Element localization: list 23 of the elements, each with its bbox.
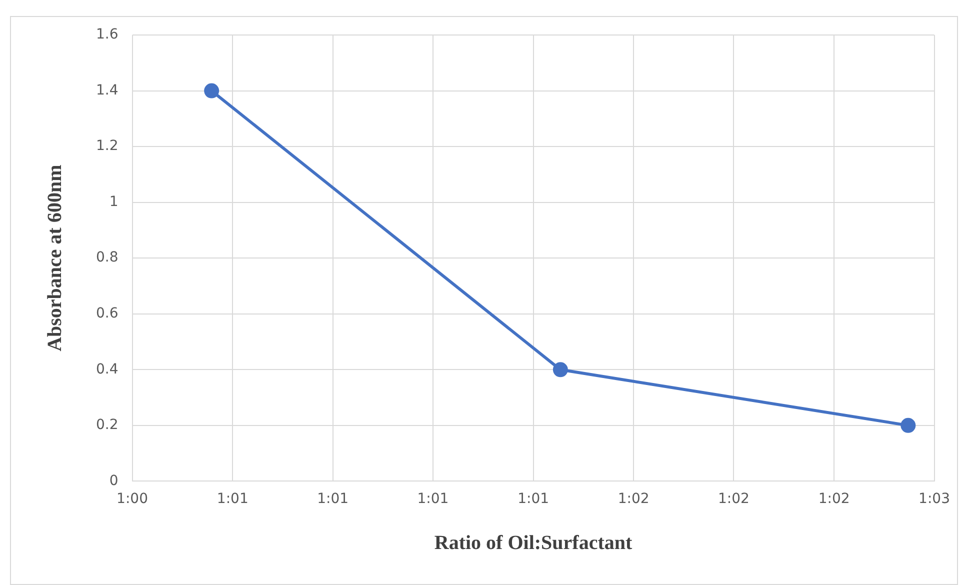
x-tick-label: 1:00 bbox=[116, 491, 148, 508]
x-tick-label: 1:01 bbox=[417, 491, 449, 508]
point bbox=[552, 362, 568, 378]
y-tick-label: 1.4 bbox=[96, 82, 118, 98]
x-tick-label: 1:01 bbox=[317, 491, 349, 508]
y-axis-title: Absorbance at 600nm bbox=[44, 164, 66, 352]
x-tick-label: 1:01 bbox=[216, 491, 248, 508]
x-tick-label: 1:01 bbox=[518, 491, 550, 508]
y-tick-label: 0.4 bbox=[96, 361, 118, 378]
point bbox=[900, 418, 916, 433]
x-tick-label: 1:02 bbox=[818, 491, 850, 508]
y-tick-label: 1.6 bbox=[96, 26, 118, 43]
y-tick-label: 1 bbox=[109, 194, 118, 210]
y-tick-label: 0 bbox=[109, 472, 118, 489]
y-tick-label: 0.8 bbox=[96, 250, 118, 266]
x-tick-label: 1:02 bbox=[718, 491, 750, 508]
y-tick-label: 0.6 bbox=[96, 306, 118, 322]
x-axis-title: Ratio of Oil:Surfactant bbox=[434, 532, 632, 554]
x-tick-label: 1:02 bbox=[618, 491, 650, 508]
y-tick-label: 0.2 bbox=[96, 417, 118, 434]
point bbox=[204, 83, 220, 98]
x-tick-label: 1:03 bbox=[918, 491, 950, 508]
y-tick-label: 1.2 bbox=[96, 138, 118, 154]
